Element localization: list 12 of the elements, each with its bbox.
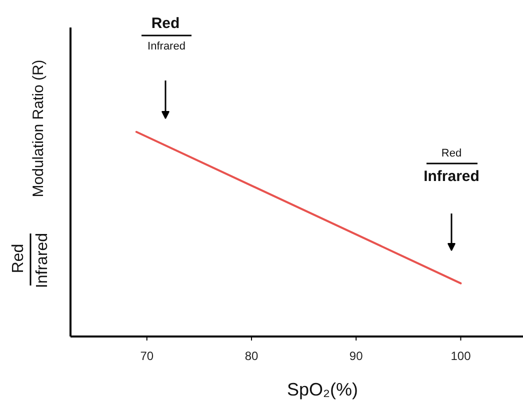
text: Red	[151, 15, 180, 32]
annotation: Red	[441, 148, 462, 160]
x-tick-label: 70	[140, 349, 154, 363]
text: Red	[10, 244, 27, 274]
annotation: Infrared	[424, 168, 480, 185]
x-axis-title: SpO₂(%)	[287, 380, 358, 400]
x-tick-label: 90	[349, 349, 364, 363]
x-tick-label: 80	[244, 349, 258, 363]
y-axis-title: Modulation Ratio (R)	[30, 60, 47, 198]
text: Infrared	[34, 232, 51, 288]
x-tick-label: 100	[450, 349, 472, 363]
text: Infrared	[148, 40, 186, 52]
